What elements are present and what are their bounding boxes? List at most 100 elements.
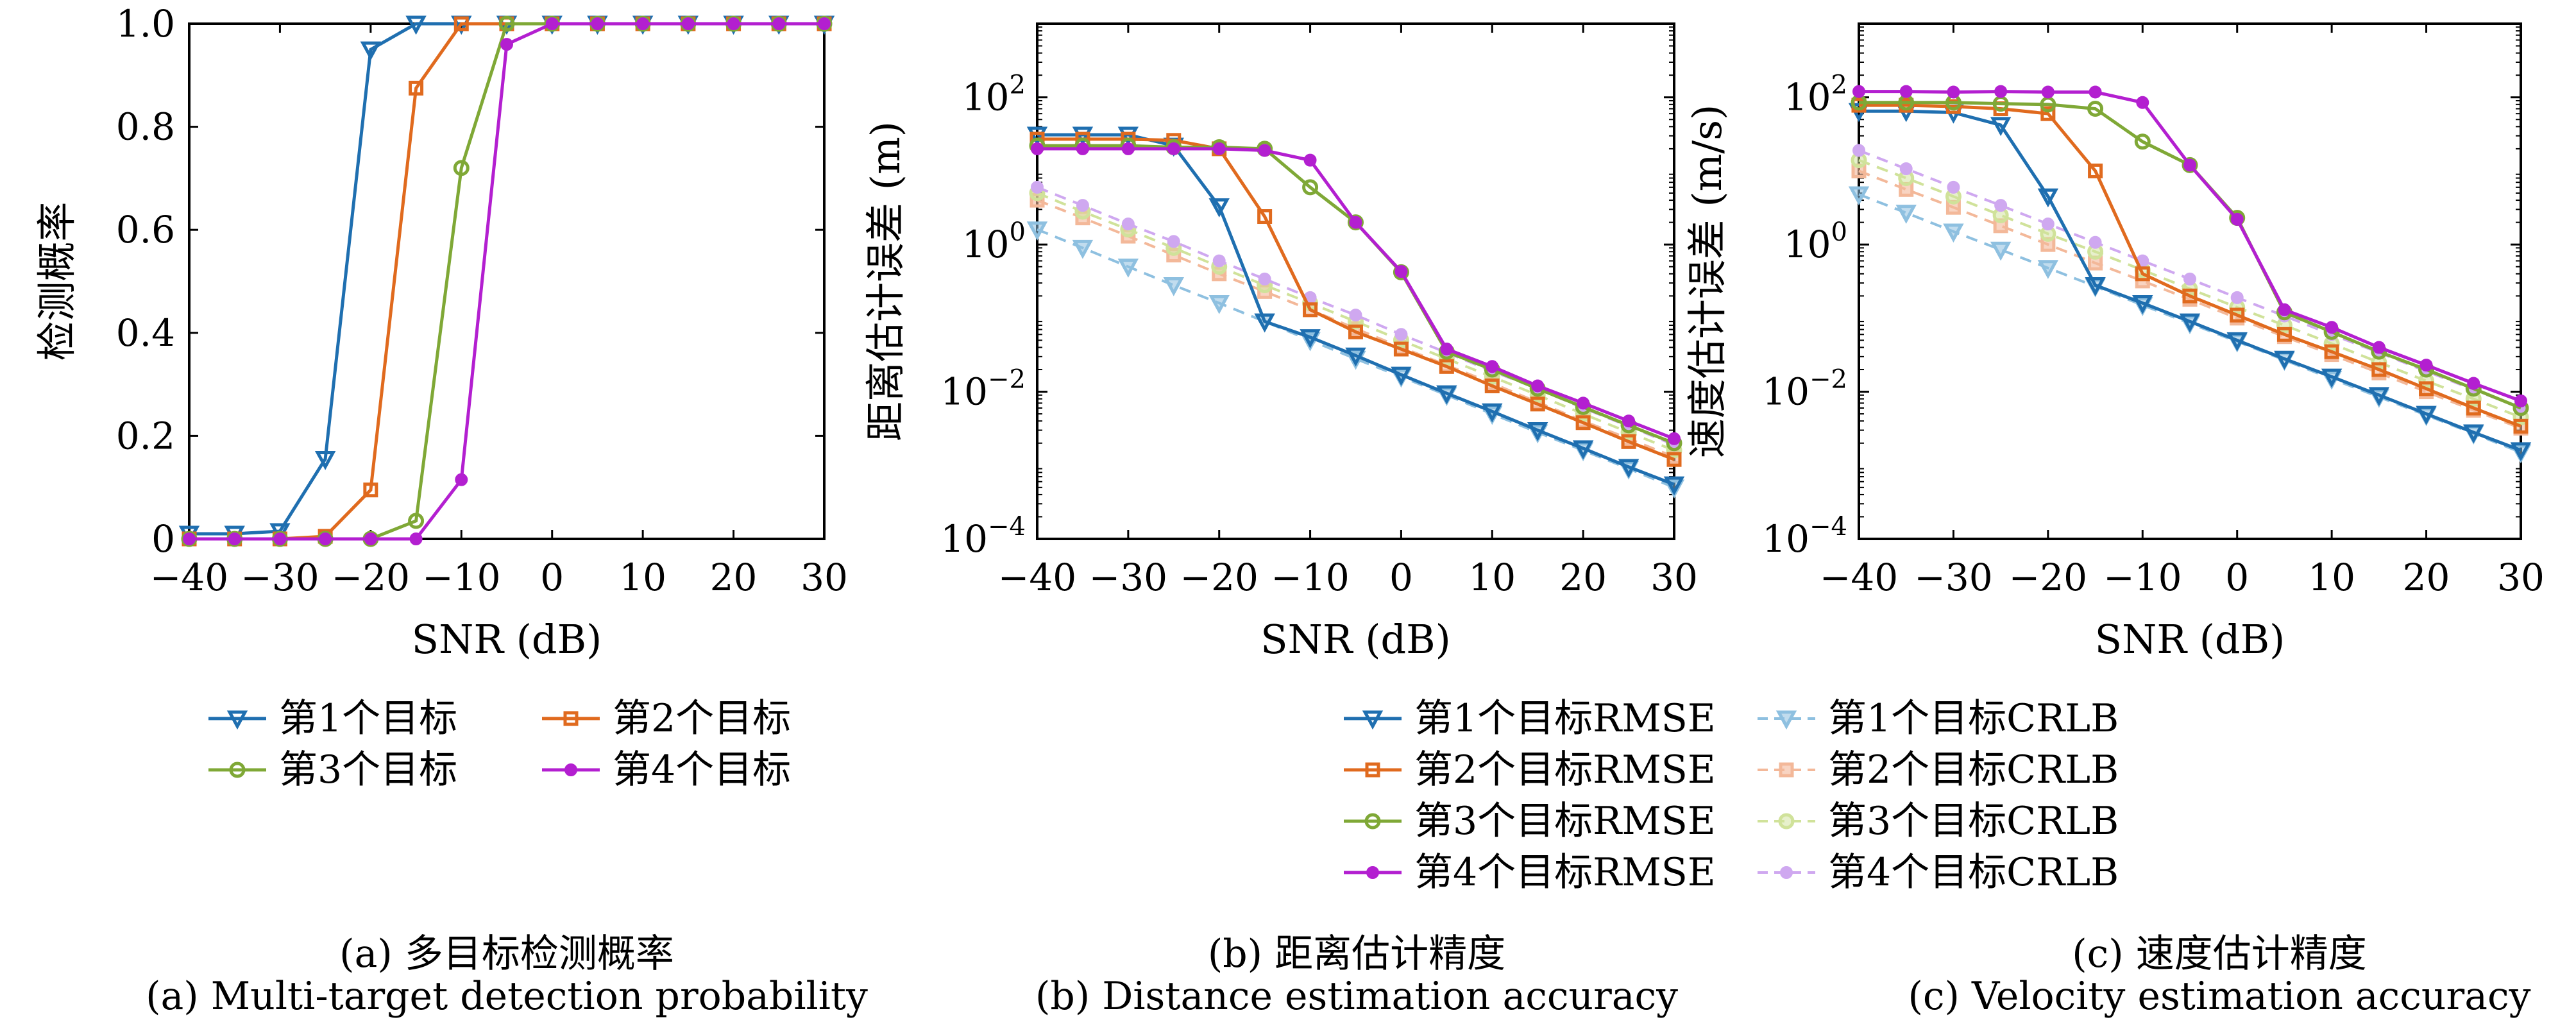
data-point [500,38,513,51]
data-point [1349,309,1362,322]
data-point [2037,260,2059,279]
data-point [1117,259,1139,278]
data-point [1121,217,1135,231]
data-point [453,160,470,176]
data-point [1895,205,1917,224]
legend-swatch [542,763,600,776]
data-point [1300,329,1321,348]
data-point [1943,223,1964,243]
data-point [2089,235,2102,249]
legend-marker [1775,710,1797,730]
x-tick-label: −30 [1089,556,1167,599]
legend-swatch [1344,866,1402,879]
data-point [453,16,469,31]
legend-label: 第4个目标RMSE [1414,850,1716,895]
data-point [1258,144,1271,157]
data-point [2183,272,2196,285]
data-point [2321,368,2343,388]
y-tick-label: 10−4 [1762,512,1847,561]
y-tick-label: 0.6 [116,208,175,251]
data-point [1254,313,1275,333]
x-tick-label: −10 [1271,556,1349,599]
data-point [2324,344,2339,359]
series-line [1859,103,2521,428]
data-point [1947,180,1960,194]
data-point [1666,452,1682,467]
data-point [273,532,287,545]
data-point [2230,307,2245,323]
data-point [1394,328,1408,341]
series-4 [183,17,831,545]
legend-marker [1365,762,1380,778]
legend-label: 第2个目标CRLB [1828,747,2119,792]
data-point [409,532,423,545]
data-point [1486,360,1499,373]
data-point [1117,126,1139,146]
x-tick-label: 10 [619,556,666,599]
x-tick-label: −10 [422,556,500,599]
data-point [314,451,336,470]
data-point [2416,405,2437,425]
x-tick-label: 30 [801,556,848,599]
legend-label: 第4个目标 [613,747,792,792]
plot-frame [1858,22,2522,540]
data-point [2037,188,2059,208]
data-point [2514,394,2527,407]
x-tick-label: 10 [1468,556,1516,599]
series-2 [1030,132,1682,467]
data-point [591,17,604,30]
x-tick-label: −20 [332,556,410,599]
legend-marker [563,711,579,726]
legend-swatch [1344,710,1402,730]
x-tick-label: 0 [1389,556,1413,599]
data-point [681,17,695,30]
data-point [1994,85,2008,98]
x-tick-label: 20 [2403,556,2450,599]
data-point [183,532,196,545]
series-line [189,22,824,536]
data-point [1072,126,1094,146]
legend-label: 第1个目标RMSE [1414,696,1716,741]
series-line [1037,144,1675,445]
series-4 [1852,85,2527,407]
legend-panels-bc: 第1个目标RMSE 第1个目标CRLB 第2个目标RMSE 第2个目标CRLB 第3个目… [1341,693,2174,911]
y-axis-label: 速度估计误差 (m/s) [1684,105,1731,459]
data-point [2513,418,2529,434]
data-point [2419,381,2434,396]
data-point [2230,212,2244,226]
legend-marker [229,762,246,778]
y-axis-label: 检测概率 [33,201,80,361]
data-point [1394,265,1408,278]
series-line [189,22,824,541]
data-point [1212,142,1226,155]
data-point [1167,142,1180,155]
legend-marker [1779,762,1794,778]
data-point [1663,476,1685,496]
data-point [1990,117,2012,137]
data-point [2183,158,2196,172]
data-point [2276,327,2292,342]
data-point [1530,396,1545,412]
data-point [1436,385,1457,405]
data-point [1994,199,2008,212]
data-point [2085,277,2106,296]
data-point [2136,96,2149,109]
x-tick-label: 20 [710,556,758,599]
data-point [2325,321,2339,334]
x-tick-label: −20 [1180,556,1258,599]
data-point [636,17,650,30]
legend-swatch [1344,762,1402,778]
data-point [1572,440,1594,460]
legend-swatch [208,762,266,778]
x-tick-label: 10 [2308,556,2355,599]
data-point [498,15,515,32]
data-point [1899,85,1913,98]
series-2 [1851,98,2529,434]
series-line [1037,137,1675,461]
legend-swatch [1758,762,1815,778]
data-point [818,17,831,30]
data-point [2368,387,2390,407]
y-tick-label: 10−2 [1762,365,1847,414]
data-point [409,80,424,96]
